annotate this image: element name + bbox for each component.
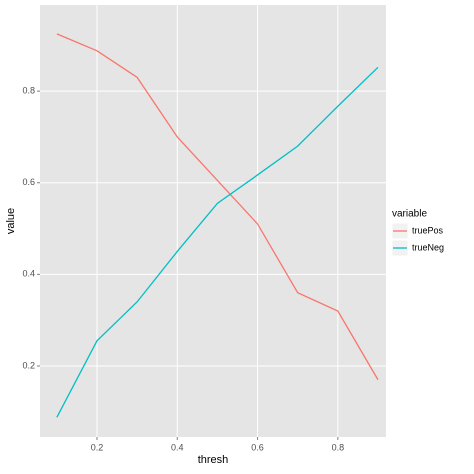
x-tick-label: 0.2 — [91, 442, 104, 452]
legend-label: truePos — [412, 225, 444, 235]
grid — [40, 5, 386, 437]
x-tick-label: 0.8 — [332, 442, 345, 452]
panel — [40, 5, 386, 437]
y-tick-label: 0.6 — [22, 177, 35, 187]
y-axis-title: value — [5, 208, 17, 234]
series-line — [56, 33, 379, 381]
series-line — [56, 66, 379, 418]
x-axis-title: thresh — [198, 454, 229, 466]
y-tick-label: 0.8 — [22, 86, 35, 96]
y-tick-label: 0.2 — [22, 360, 35, 370]
lines — [56, 33, 379, 418]
x-tick-label: 0.4 — [171, 442, 184, 452]
y-tick-label: 0.4 — [22, 269, 35, 279]
legend-title: variable — [392, 209, 427, 220]
legend-label: trueNeg — [412, 242, 444, 252]
x-tick-label: 0.6 — [251, 442, 264, 452]
